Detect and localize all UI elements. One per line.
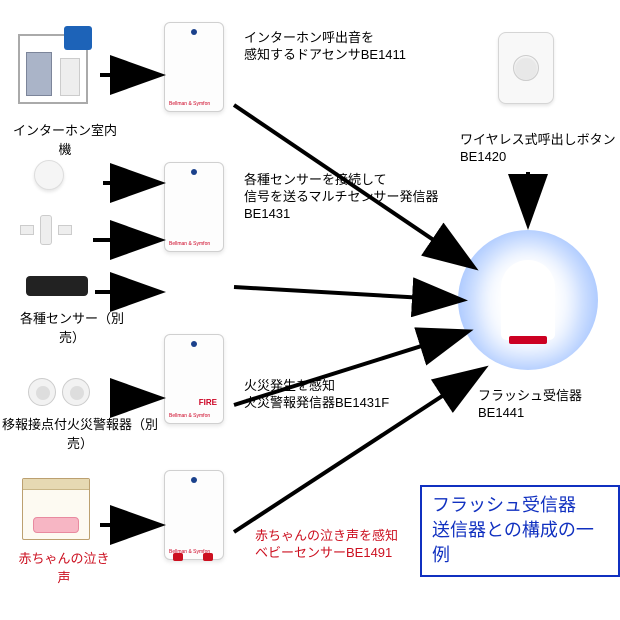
desc-line: 火災発生を感知 — [244, 378, 389, 395]
desc-line: 感知するドアセンサBE1411 — [244, 47, 406, 64]
caption-smoke: 移報接点付火災警報器（別売） — [0, 414, 160, 452]
caption-baby: 赤ちゃんの泣き声 — [14, 548, 114, 586]
sensor-round — [34, 160, 64, 190]
desc-line: 火災警報発信器BE1431F — [244, 395, 389, 412]
desc-be1491: 赤ちゃんの泣き声を感知 ベビーセンサーBE1491 — [255, 528, 398, 562]
intercom-illustration — [18, 34, 88, 104]
call-button-device — [498, 32, 554, 104]
desc-line: インターホン呼出音を — [244, 30, 406, 47]
desc-line: フラッシュ受信器 — [478, 388, 582, 405]
desc-line: 各種センサーを接続して — [244, 172, 438, 189]
desc-line: 信号を送るマルチセンサー発信器 — [244, 189, 438, 206]
device-be1411: Bellman & Symfon — [164, 22, 224, 112]
brand-text: Bellman & Symfon — [169, 413, 219, 419]
flash-receiver — [458, 230, 598, 370]
device-be1431: Bellman & Symfon — [164, 162, 224, 252]
device-be1431f: FIRE Bellman & Symfon — [164, 334, 224, 424]
desc-line: BE1441 — [478, 405, 582, 422]
desc-line: BE1431 — [244, 206, 438, 223]
infobox-line: フラッシュ受信器 — [432, 493, 608, 518]
infobox-line: 送信器との構成の一例 — [432, 518, 608, 568]
desc-line: ワイヤレス式呼出しボタン — [460, 132, 616, 149]
fire-label: FIRE — [199, 398, 217, 407]
sensor-parts — [20, 215, 72, 245]
desc-line: BE1420 — [460, 149, 616, 166]
sensor-hub — [26, 276, 88, 296]
desc-be1431f: 火災発生を感知 火災警報発信器BE1431F — [244, 378, 389, 412]
brand-text: Bellman & Symfon — [169, 241, 219, 247]
baby-room — [22, 478, 90, 540]
desc-line: ベビーセンサーBE1491 — [255, 545, 398, 562]
smoke-alarms — [28, 378, 90, 406]
brand-text: Bellman & Symfon — [169, 101, 219, 107]
caption-intercom: インターホン室内機 — [10, 120, 120, 158]
device-be1491: Bellman & Symfon — [164, 470, 224, 560]
desc-be1431: 各種センサーを接続して 信号を送るマルチセンサー発信器 BE1431 — [244, 172, 438, 223]
caption-receiver: フラッシュ受信器 BE1441 — [478, 388, 582, 422]
caption-callbutton: ワイヤレス式呼出しボタン BE1420 — [460, 132, 616, 166]
desc-line: 赤ちゃんの泣き声を感知 — [255, 528, 398, 545]
caption-sensors: 各種センサー（別売） — [12, 308, 132, 346]
desc-be1411: インターホン呼出音を 感知するドアセンサBE1411 — [244, 30, 406, 64]
info-box: フラッシュ受信器 送信器との構成の一例 — [420, 485, 620, 577]
